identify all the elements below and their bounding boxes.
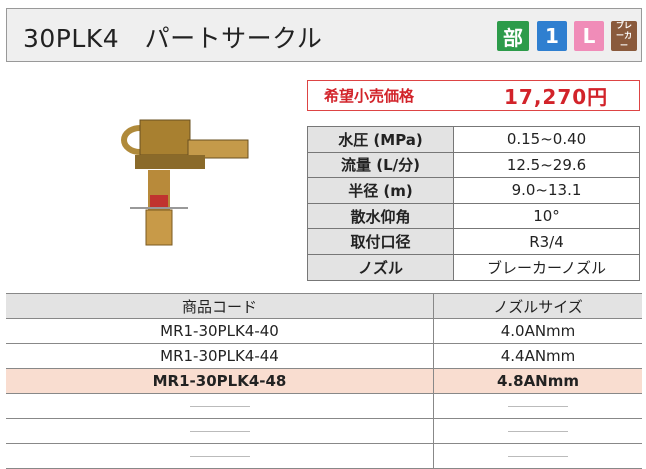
spec-table: 水圧 (MPa) 0.15~0.40 流量 (L/分) 12.5~29.6 半径 (m)… (307, 126, 640, 281)
empty-cell (6, 418, 434, 444)
empty-cell (433, 418, 642, 444)
spec-row: 半径 (m) 9.0~13.1 (307, 177, 640, 204)
nozzle-size: 4.8ANmm (433, 368, 642, 394)
empty-cell (6, 443, 434, 469)
spec-value: R3/4 (453, 228, 640, 255)
spec-row: ノズル ブレーカーノズル (307, 253, 640, 281)
empty-row (6, 393, 642, 419)
spec-value: ブレーカーノズル (453, 253, 640, 281)
price-value: 17,270円 (504, 85, 609, 109)
badge: 部 (497, 21, 529, 51)
spec-label: 取付口径 (307, 228, 454, 255)
spec-label: 散水仰角 (307, 202, 454, 230)
spec-value: 9.0~13.1 (453, 177, 640, 204)
placeholder-line (508, 431, 568, 432)
product-row: MR1-30PLK4-48 4.8ANmm (6, 368, 642, 394)
spec-value: 10° (453, 202, 640, 230)
column-header: ノズルサイズ (433, 293, 642, 319)
badge: 1 (537, 21, 567, 51)
title-bar: 30PLK4 パートサークル 部 1 L ブレーカー (6, 8, 642, 62)
product-row: MR1-30PLK4-40 4.0ANmm (6, 318, 642, 344)
spec-row: 流量 (L/分) 12.5~29.6 (307, 151, 640, 179)
nozzle-size: 4.4ANmm (433, 343, 642, 369)
spec-label: 半径 (m) (307, 177, 454, 204)
placeholder-line (189, 431, 250, 432)
nozzle-size: 4.0ANmm (433, 318, 642, 344)
placeholder-line (508, 406, 568, 407)
placeholder-line (508, 456, 568, 457)
badge: ブレーカー (611, 21, 637, 51)
column-header: 商品コード (6, 293, 434, 319)
empty-cell (433, 393, 642, 419)
spec-label: 水圧 (MPa) (307, 126, 454, 153)
spec-label: 流量 (L/分) (307, 151, 454, 179)
product-code: MR1-30PLK4-44 (6, 343, 434, 369)
placeholder-line (189, 406, 250, 407)
badge: L (574, 21, 604, 51)
spec-label: ノズル (307, 253, 454, 281)
empty-row (6, 418, 642, 444)
price-box: 希望小売価格 17,270円 (307, 80, 640, 111)
spec-row: 散水仰角 10° (307, 202, 640, 230)
product-code: MR1-30PLK4-40 (6, 318, 434, 344)
empty-row (6, 443, 642, 469)
spec-row: 水圧 (MPa) 0.15~0.40 (307, 126, 640, 153)
spec-value: 12.5~29.6 (453, 151, 640, 179)
placeholder-line (189, 456, 250, 457)
title: 30PLK4 パートサークル (23, 24, 323, 53)
product-image (121, 119, 249, 246)
product-code: MR1-30PLK4-48 (6, 368, 434, 394)
spec-row: 取付口径 R3/4 (307, 228, 640, 255)
empty-cell (6, 393, 434, 419)
product-row: MR1-30PLK4-44 4.4ANmm (6, 343, 642, 369)
spec-value: 0.15~0.40 (453, 126, 640, 153)
product-table: 商品コード ノズルサイズ MR1-30PLK4-40 4.0ANmm MR1-30PL… (6, 293, 642, 469)
price-label: 希望小売価格 (324, 87, 415, 105)
empty-cell (433, 443, 642, 469)
